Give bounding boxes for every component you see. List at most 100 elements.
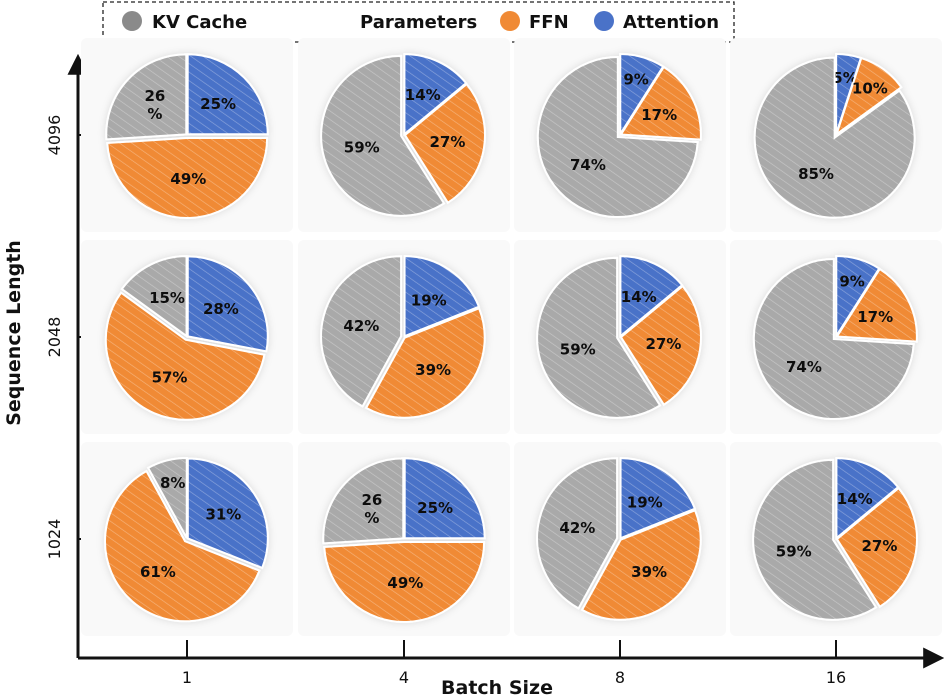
pie-slice-texture <box>836 256 880 337</box>
pie-slice-label-line: 61% <box>140 563 176 581</box>
pie-slice-label-line: 9% <box>839 273 864 291</box>
pie-slice-label-line: 31% <box>205 505 241 523</box>
pie-slice-texture <box>537 458 618 609</box>
pie-4096-4: 14% 27% 59% <box>320 53 486 217</box>
pie-slice-texture <box>187 54 268 135</box>
pie-slice-label: 42% <box>559 519 595 537</box>
legend-label-kv-cache: KV Cache <box>152 12 247 33</box>
pie-slice-label: 59% <box>560 340 596 358</box>
pie-slice-label-line: 19% <box>411 292 447 310</box>
pie-slice-label-line: 42% <box>559 519 595 537</box>
pie-slice-label-line: 28% <box>203 300 239 318</box>
pie-slice-label-line: % <box>147 105 162 123</box>
pie-slice-texture <box>582 510 701 620</box>
pie-slice-label-line: 42% <box>343 317 379 335</box>
x-tick-label: 4 <box>399 668 409 687</box>
pie-slice-label-line: % <box>364 509 379 527</box>
pie-slice-texture <box>187 256 268 352</box>
pie-slice-texture <box>404 458 485 539</box>
pie-slice-texture <box>105 471 260 622</box>
pie-slice-texture <box>537 57 698 218</box>
pie-slice-label-line: 10% <box>852 79 888 97</box>
pie-slice-label: 8% <box>160 474 185 492</box>
x-tick-label: 8 <box>615 668 625 687</box>
pie-slice-label-line: 27% <box>430 133 466 151</box>
pie-slice-texture <box>321 55 444 216</box>
pie-slice-texture <box>537 257 660 418</box>
legend-frame <box>102 1 735 43</box>
pie-slice-label: 17% <box>641 106 677 124</box>
pie-slice-label: 39% <box>631 563 667 581</box>
pie-slice-label-line: 57% <box>152 368 188 386</box>
pie-slice-label-line: 26 <box>361 491 382 509</box>
pie-slice-label: 31% <box>205 505 241 523</box>
pie-1024-4: 25% 49% 26% <box>322 457 486 623</box>
pie-slice-texture <box>366 308 485 418</box>
pie-slice-label: 57% <box>152 368 188 386</box>
pie-slice-label-line: 59% <box>776 542 812 560</box>
pie-slice-texture <box>620 286 701 405</box>
pie-slice-label-line: 85% <box>798 165 834 183</box>
pie-slice-label-line: 9% <box>623 71 648 89</box>
pie-slice-label-line: 59% <box>560 340 596 358</box>
pie-slice-label: 59% <box>344 138 380 156</box>
pie-slice-label-line: 25% <box>417 499 453 517</box>
pie-slice-label-line: 15% <box>149 289 185 307</box>
pie-slice-label: 59% <box>776 542 812 560</box>
pie-slice-label-line: 14% <box>837 490 873 508</box>
pie-2048-1: 28% 57% 15% <box>104 255 269 421</box>
pie-slice-texture <box>187 458 268 568</box>
pie-slice-label: 42% <box>343 317 379 335</box>
y-tick-label: 1024 <box>45 519 64 560</box>
pie-slice-label-line: 19% <box>627 494 663 512</box>
legend-marker-kv-cache <box>122 11 142 31</box>
legend: KV Cache Parameters FFN Attention <box>102 1 735 43</box>
pie-slice-label: 14% <box>837 490 873 508</box>
pie-slice-texture <box>836 488 917 607</box>
pie-slice-label: 14% <box>621 288 657 306</box>
pie-slice-label: 5% <box>832 69 857 87</box>
pie-slice-label-line: 8% <box>160 474 185 492</box>
pie-slice-label-line: 74% <box>786 358 822 376</box>
pie-2048-4: 19% 39% 42% <box>320 255 486 419</box>
pie-slice-label: 39% <box>415 361 451 379</box>
legend-marker-attention <box>594 11 614 31</box>
pie-slice-texture <box>620 256 683 337</box>
pie-slice-label-line: 49% <box>170 170 206 188</box>
y-tick-label: 4096 <box>45 115 64 156</box>
pie-slice-label: 14% <box>405 86 441 104</box>
x-tick-label: 16 <box>826 668 846 687</box>
pie-slice-label: 19% <box>627 494 663 512</box>
pie-slice-label: 61% <box>140 563 176 581</box>
pie-slice-label: 74% <box>570 156 606 174</box>
pie-slice-texture <box>404 256 479 337</box>
pie-slice-label-line: 17% <box>857 308 893 326</box>
pie-slice-texture <box>620 66 701 140</box>
legend-marker-ffn <box>500 11 520 31</box>
pie-slice-texture <box>620 458 695 539</box>
pie-slice-label: 27% <box>862 537 898 555</box>
pie-slice-texture <box>148 458 187 539</box>
pie-slice-label: 17% <box>857 308 893 326</box>
legend-label-parameters: Parameters <box>360 12 477 33</box>
pie-slice-label-line: 49% <box>387 574 423 592</box>
pie-slice-label-line: 27% <box>646 335 682 353</box>
pie-slice-label-line: 14% <box>621 288 657 306</box>
pie-slice-label: 74% <box>786 358 822 376</box>
pie-1024-16: 14% 27% 59% <box>752 457 918 621</box>
pie-slice-texture <box>836 268 917 342</box>
pie-slice-label-line: 59% <box>344 138 380 156</box>
pie-slice-label-line: 26 <box>144 87 165 105</box>
pie-slice-label-line: 27% <box>862 537 898 555</box>
pie-slice-texture <box>323 458 404 544</box>
y-axis-title: Sequence Length <box>3 240 25 426</box>
pie-slice-texture <box>404 54 467 135</box>
pie-slice-texture <box>753 459 876 620</box>
pie-slice-texture <box>121 256 187 337</box>
pie-slice-label: 49% <box>387 574 423 592</box>
pie-slice-label-line: 39% <box>631 563 667 581</box>
pie-4096-1: 25% 49% 26% <box>105 53 269 219</box>
pie-slice-label: 19% <box>411 292 447 310</box>
pie-slice-texture <box>404 84 485 203</box>
